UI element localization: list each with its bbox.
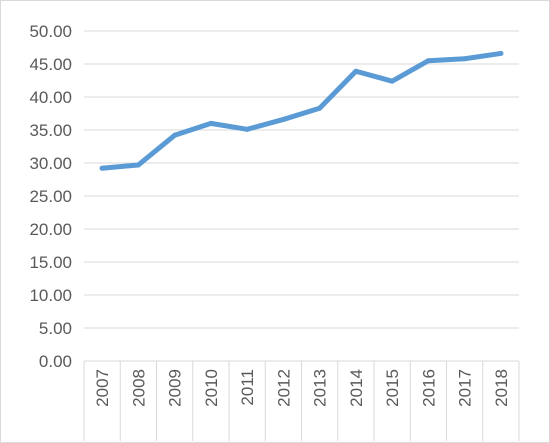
gridlines — [84, 30, 519, 329]
data-point — [172, 132, 178, 138]
data-point — [462, 56, 468, 62]
x-axis — [83, 360, 520, 441]
x-tick-label: 2016 — [419, 369, 438, 407]
x-tick-label: 2012 — [274, 369, 293, 407]
series-line — [99, 50, 504, 171]
y-tick-label: 35.00 — [29, 121, 72, 140]
x-tick-label: 2015 — [383, 369, 402, 407]
x-tick-label: 2017 — [456, 369, 475, 407]
data-point — [389, 78, 395, 84]
x-tick-label: 2007 — [93, 369, 112, 407]
data-point — [317, 105, 323, 111]
data-point — [353, 68, 359, 74]
y-tick-label: 50.00 — [29, 22, 72, 41]
x-tick-label: 2013 — [311, 369, 330, 407]
x-tick-label: 2008 — [129, 369, 148, 407]
x-tick-labels: 2007 2008 2009 2010 2011 2012 2013 2014 2015 2016… — [93, 369, 511, 407]
y-tick-label: 30.00 — [29, 154, 72, 173]
x-tick-label: 2010 — [202, 369, 221, 407]
y-tick-label: 10.00 — [29, 286, 72, 305]
x-tick-label: 2009 — [166, 369, 185, 407]
x-tick-label: 2014 — [347, 369, 366, 407]
data-point — [498, 50, 504, 56]
series-layer — [99, 50, 504, 171]
y-tick-label: 15.00 — [29, 253, 72, 272]
y-tick-label: 45.00 — [29, 55, 72, 74]
y-tick-label: 40.00 — [29, 88, 72, 107]
y-tick-labels: 0.00 5.00 10.00 15.00 20.00 25.00 30.00 35.00 40… — [29, 22, 72, 371]
y-tick-label: 0.00 — [39, 352, 72, 371]
data-point — [208, 120, 214, 126]
y-tick-label: 5.00 — [39, 319, 72, 338]
y-tick-label: 20.00 — [29, 220, 72, 239]
y-tick-label: 25.00 — [29, 187, 72, 206]
data-point — [244, 126, 250, 132]
data-point — [99, 165, 105, 171]
x-tick-label: 2018 — [492, 369, 511, 407]
data-point — [280, 116, 286, 122]
x-tick-label: 2011 — [238, 369, 257, 406]
data-point — [425, 58, 431, 64]
data-point — [135, 162, 141, 168]
